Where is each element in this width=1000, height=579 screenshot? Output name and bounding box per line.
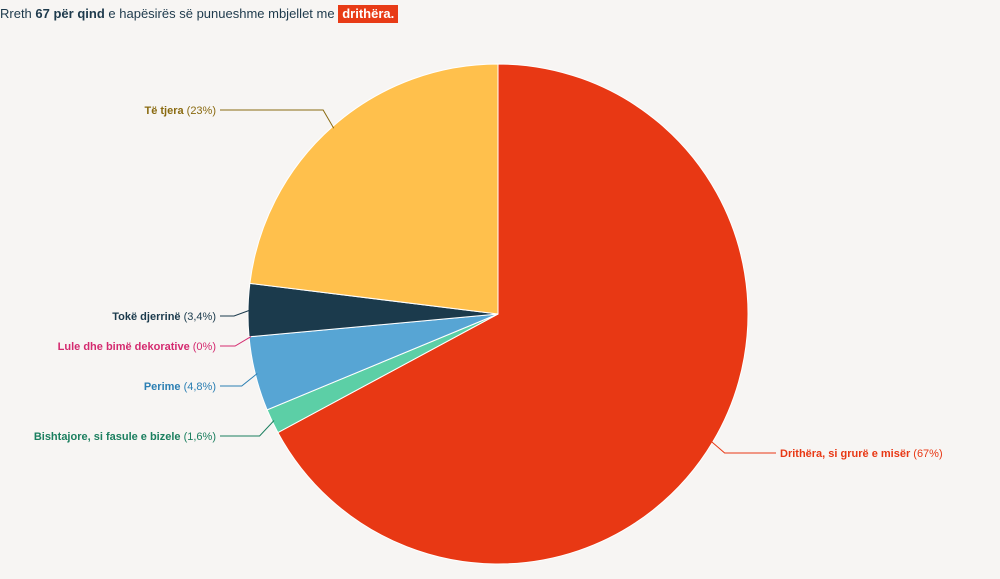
- chart-subtitle: Rreth 67 për qind e hapësirës së punuesh…: [0, 4, 399, 24]
- leader-line-toke-djerrine: [220, 309, 251, 317]
- leader-line-bishtajore-si-fasule-e-bizele: [220, 420, 275, 437]
- pie-labels: Drithëra, si grurë e misër (67%) Bishtajo…: [34, 105, 943, 460]
- subtitle-bold: 67 për qind: [35, 6, 105, 21]
- slice-label-percent: (1,6%): [184, 431, 216, 443]
- slice-label-lule-dhe-bime-dekorative: Lule dhe bimë dekorative (0%): [58, 341, 216, 353]
- slice-label-percent: (4,8%): [184, 381, 216, 393]
- slice-label-percent: (0%): [193, 341, 216, 353]
- pie-slice-te-tjera: [249, 63, 499, 315]
- slice-label-percent: (23%): [187, 105, 216, 117]
- slice-label-bishtajore-si-fasule-e-bizele: Bishtajore, si fasule e bizele (1,6%): [34, 431, 216, 443]
- slice-label-name: Drithëra, si grurë e misër: [780, 448, 913, 460]
- slice-label-name: Lule dhe bimë dekorative: [58, 341, 193, 353]
- slice-label-percent: (67%): [913, 448, 942, 460]
- slice-label-drithera-si-grure-e-miser: Drithëra, si grurë e misër (67%): [780, 448, 943, 460]
- slice-label-name: Perime: [144, 381, 184, 393]
- subtitle-highlight: drithëra.: [338, 5, 399, 23]
- subtitle-middle: e hapësirës së punueshme mbjellet me: [108, 6, 335, 21]
- leader-line-perime: [220, 373, 258, 387]
- slice-label-name: Të tjera: [144, 105, 186, 117]
- slice-label-name: Bishtajore, si fasule e bizele: [34, 431, 184, 443]
- slice-label-toke-djerrine: Tokë djerrinë (3,4%): [112, 311, 216, 323]
- slice-label-te-tjera: Të tjera (23%): [144, 105, 216, 117]
- slice-label-percent: (3,4%): [184, 311, 216, 323]
- leader-line-te-tjera: [220, 109, 335, 129]
- leader-line-drithera-si-grure-e-miser: [710, 440, 776, 454]
- slice-label-perime: Perime (4,8%): [144, 381, 216, 393]
- pie-slices: [247, 63, 749, 565]
- slice-label-name: Tokë djerrinë: [112, 311, 183, 323]
- subtitle-prefix: Rreth: [0, 6, 32, 21]
- leader-line-lule-dhe-bime-dekorative: [220, 336, 252, 347]
